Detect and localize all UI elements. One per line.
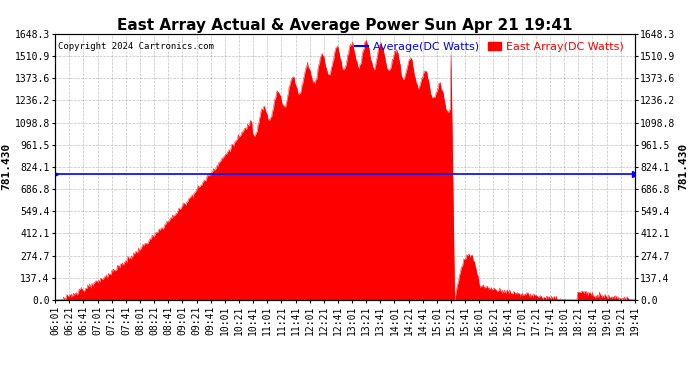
Y-axis label: 781.430: 781.430 [1, 143, 12, 190]
Legend: Average(DC Watts), East Array(DC Watts): Average(DC Watts), East Array(DC Watts) [355, 42, 624, 52]
Text: Copyright 2024 Cartronics.com: Copyright 2024 Cartronics.com [58, 42, 214, 51]
Title: East Array Actual & Average Power Sun Apr 21 19:41: East Array Actual & Average Power Sun Ap… [117, 18, 573, 33]
Y-axis label: 781.430: 781.430 [678, 143, 689, 190]
